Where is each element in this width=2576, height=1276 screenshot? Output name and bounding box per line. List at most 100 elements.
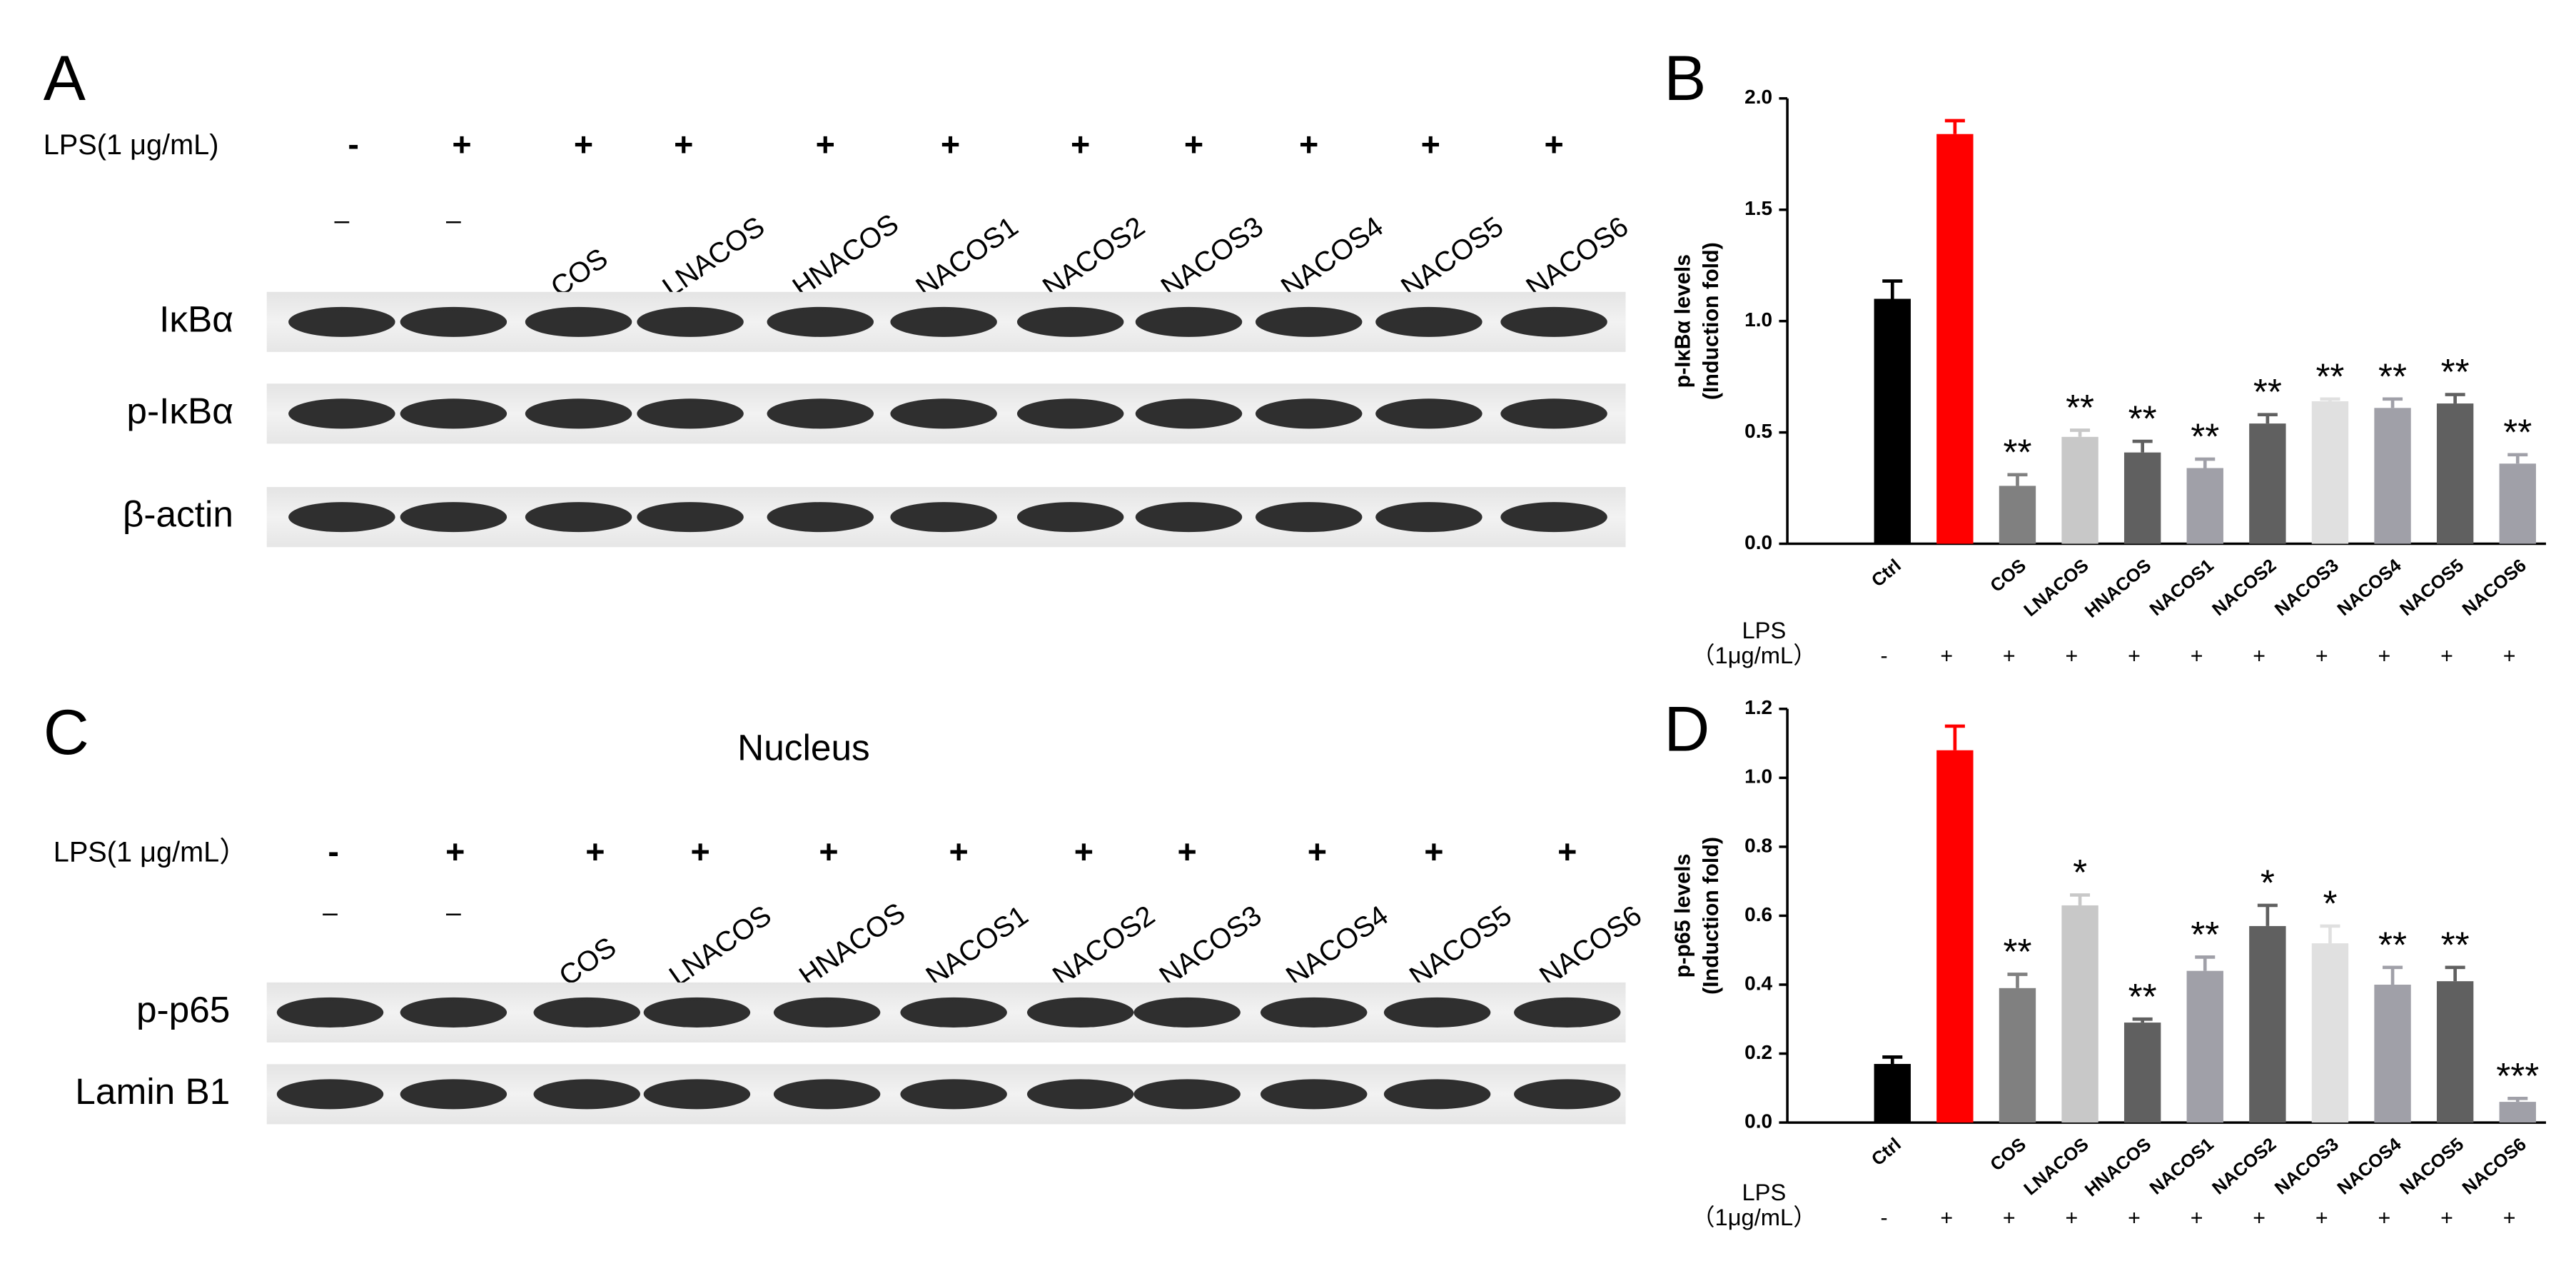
y-tick-label: 0.0 bbox=[1744, 1110, 1772, 1132]
significance: ** bbox=[2191, 913, 2219, 955]
blot-band bbox=[1514, 997, 1621, 1028]
blot-band bbox=[1375, 306, 1483, 337]
blot-band bbox=[1133, 997, 1241, 1028]
lps-sign: + bbox=[674, 126, 693, 163]
lps-sign: + bbox=[1544, 126, 1563, 163]
blot-band bbox=[767, 502, 874, 533]
y-tick-label: 0.2 bbox=[1744, 1041, 1772, 1063]
lane-label: – bbox=[446, 897, 461, 927]
lps-sign: + bbox=[2253, 644, 2266, 668]
blot-band bbox=[1133, 1079, 1241, 1110]
y-tick-label: 0.5 bbox=[1744, 420, 1772, 442]
significance: ** bbox=[2503, 411, 2532, 452]
bar bbox=[2123, 452, 2161, 544]
y-axis-label: p-p65 levels bbox=[1671, 854, 1694, 978]
lps-sign: + bbox=[452, 126, 471, 163]
blot-band bbox=[1260, 1079, 1368, 1110]
lps-label: LPS(1 μg/mL) bbox=[44, 129, 219, 161]
blot-band bbox=[1375, 398, 1483, 429]
blot-band bbox=[1383, 1079, 1491, 1110]
bar bbox=[2374, 408, 2411, 544]
lps-sign: - bbox=[1881, 644, 1888, 668]
lps-sign: + bbox=[2066, 644, 2079, 668]
bar bbox=[1874, 298, 1911, 544]
blot-band bbox=[400, 306, 507, 337]
significance: ** bbox=[2441, 923, 2470, 965]
panel-letter: B bbox=[1664, 43, 1706, 114]
blot-band bbox=[890, 306, 997, 337]
blot-band bbox=[276, 997, 384, 1028]
y-tick-label: 1.0 bbox=[1744, 308, 1772, 331]
y-tick-label: 0.6 bbox=[1744, 903, 1772, 925]
blot-band bbox=[288, 306, 395, 337]
significance: ** bbox=[2128, 975, 2157, 1017]
panel-title: Nucleus bbox=[737, 727, 870, 768]
bar bbox=[2249, 925, 2286, 1123]
significance: * bbox=[2261, 861, 2275, 903]
blot-band bbox=[773, 1079, 881, 1110]
lps-sign: + bbox=[2128, 1207, 2141, 1230]
lps-sign: - bbox=[328, 833, 339, 870]
lps-sign: + bbox=[2378, 1207, 2391, 1230]
blot-band bbox=[288, 502, 395, 533]
lps-sign: + bbox=[585, 833, 605, 870]
row-label: p-IκBα bbox=[126, 390, 233, 431]
blot-band bbox=[890, 398, 997, 429]
blot-band bbox=[525, 306, 632, 337]
blot-band bbox=[400, 1079, 507, 1110]
blot-band bbox=[400, 502, 507, 533]
bar bbox=[2186, 970, 2223, 1123]
blot-band bbox=[1514, 1079, 1621, 1110]
row-label: IκBα bbox=[159, 298, 233, 339]
lps-sign: + bbox=[2503, 644, 2516, 668]
bar bbox=[2436, 981, 2474, 1123]
row-label: p-p65 bbox=[136, 988, 230, 1030]
blot-band bbox=[533, 1079, 640, 1110]
lps-sign: + bbox=[1178, 833, 1197, 870]
panel-letter: D bbox=[1664, 693, 1709, 764]
lps-sign: + bbox=[2315, 644, 2328, 668]
blot-band bbox=[1016, 398, 1124, 429]
significance: ** bbox=[2128, 398, 2157, 439]
blot-band bbox=[1026, 997, 1134, 1028]
y-axis-label: p-IκBα levels bbox=[1671, 254, 1694, 388]
bar bbox=[2186, 468, 2223, 544]
blot-band bbox=[637, 398, 744, 429]
bar bbox=[1999, 988, 2036, 1123]
lps-label: LPS(1 μg/mL） bbox=[54, 836, 248, 868]
significance: ** bbox=[2191, 416, 2219, 457]
lps-sign: + bbox=[2003, 644, 2016, 668]
blot-band bbox=[767, 398, 874, 429]
lane-label: – bbox=[323, 897, 338, 927]
significance: ** bbox=[2066, 386, 2094, 428]
blot-band bbox=[1375, 502, 1483, 533]
row-label: β-actin bbox=[123, 493, 233, 535]
blot-band bbox=[1255, 398, 1363, 429]
blot-band bbox=[767, 306, 874, 337]
bar bbox=[1936, 134, 1974, 544]
lps-sign: + bbox=[2503, 1207, 2516, 1230]
y-axis-label: (Induction fold) bbox=[1699, 837, 1723, 995]
significance: ** bbox=[2003, 431, 2031, 472]
blot-band bbox=[525, 398, 632, 429]
bar bbox=[2123, 1023, 2161, 1123]
panel-letter: C bbox=[44, 697, 89, 768]
significance: ** bbox=[2378, 355, 2407, 396]
blot-band bbox=[1383, 997, 1491, 1028]
lps-label: LPS bbox=[1742, 617, 1787, 643]
lps-label: LPS bbox=[1742, 1179, 1787, 1205]
lps-sign: - bbox=[348, 126, 359, 163]
lps-sign: + bbox=[2378, 644, 2391, 668]
significance: ** bbox=[2441, 351, 2470, 392]
blot-band bbox=[1026, 1079, 1134, 1110]
blot-band bbox=[1135, 398, 1243, 429]
blot-band bbox=[1500, 502, 1607, 533]
blot-band bbox=[900, 1079, 1007, 1110]
bar bbox=[2436, 403, 2474, 544]
blot-band bbox=[773, 997, 881, 1028]
lane-label: – bbox=[334, 205, 349, 235]
lps-label: （1μg/mL） bbox=[1692, 1204, 1817, 1230]
lps-sign: + bbox=[1421, 126, 1440, 163]
lps-sign: + bbox=[1299, 126, 1318, 163]
